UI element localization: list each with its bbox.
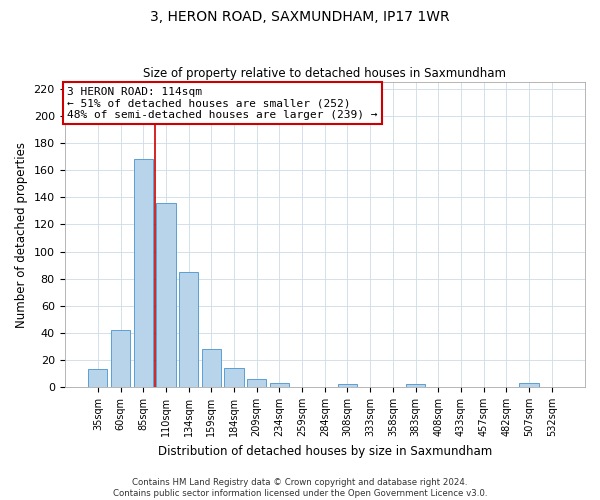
Text: 3, HERON ROAD, SAXMUNDHAM, IP17 1WR: 3, HERON ROAD, SAXMUNDHAM, IP17 1WR [150,10,450,24]
Text: Contains HM Land Registry data © Crown copyright and database right 2024.
Contai: Contains HM Land Registry data © Crown c… [113,478,487,498]
Bar [202,349,221,387]
Bar [247,379,266,387]
Bar [134,160,153,387]
Bar [224,368,244,387]
Bar [111,330,130,387]
Bar [156,202,176,387]
X-axis label: Distribution of detached houses by size in Saxmundham: Distribution of detached houses by size … [158,444,492,458]
Bar [406,384,425,387]
Title: Size of property relative to detached houses in Saxmundham: Size of property relative to detached ho… [143,66,506,80]
Text: 3 HERON ROAD: 114sqm
← 51% of detached houses are smaller (252)
48% of semi-deta: 3 HERON ROAD: 114sqm ← 51% of detached h… [67,86,377,120]
Bar [520,383,539,387]
Bar [88,370,107,387]
Bar [179,272,198,387]
Bar [270,383,289,387]
Bar [338,384,357,387]
Y-axis label: Number of detached properties: Number of detached properties [15,142,28,328]
